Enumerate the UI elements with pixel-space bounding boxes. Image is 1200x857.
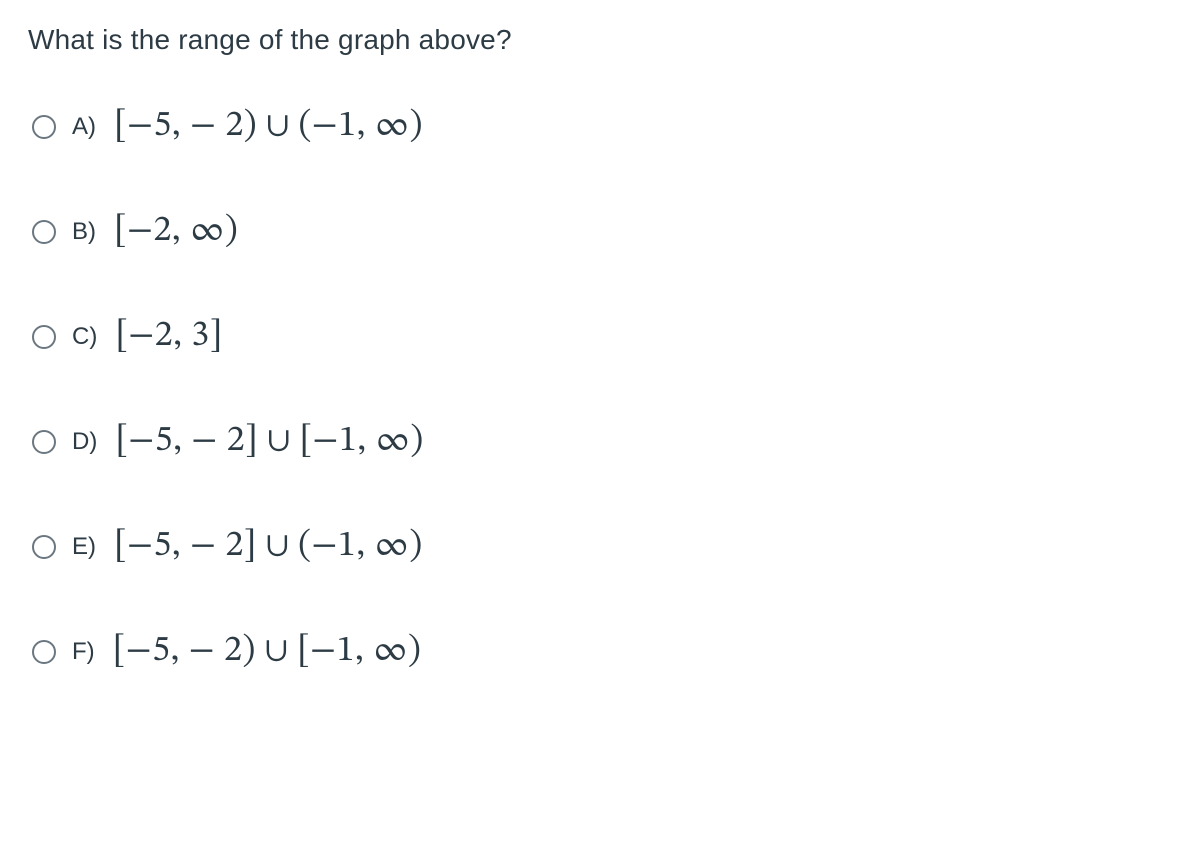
option-c[interactable]: C) [−2, 3] (32, 314, 1172, 359)
option-f[interactable]: F) [−5, − 2) ∪ [−1, ∞) (32, 629, 1172, 674)
option-letter: B) (72, 218, 96, 246)
option-letter: C) (72, 323, 97, 351)
radio-icon[interactable] (32, 535, 56, 559)
option-a[interactable]: A) [−5, − 2) ∪ (−1, ∞) (32, 104, 1172, 149)
option-math: [−2, 3] (115, 314, 222, 359)
option-letter: A) (72, 113, 96, 141)
option-letter: D) (72, 428, 97, 456)
option-d[interactable]: D) [−5, − 2] ∪ [−1, ∞) (32, 419, 1172, 464)
option-e[interactable]: E) [−5, − 2] ∪ (−1, ∞) (32, 524, 1172, 569)
options-list: A) [−5, − 2) ∪ (−1, ∞) B) [−2, ∞) C) [−2… (28, 104, 1172, 674)
option-math: [−5, − 2] ∪ [−1, ∞) (115, 419, 423, 464)
radio-icon[interactable] (32, 115, 56, 139)
option-letter: E) (72, 533, 96, 561)
option-b[interactable]: B) [−2, ∞) (32, 209, 1172, 254)
option-math: [−5, − 2] ∪ (−1, ∞) (114, 524, 423, 569)
option-math: [−5, − 2) ∪ [−1, ∞) (113, 629, 422, 674)
option-letter: F) (72, 638, 95, 666)
radio-icon[interactable] (32, 325, 56, 349)
option-math: [−5, − 2) ∪ (−1, ∞) (114, 104, 423, 149)
radio-icon[interactable] (32, 430, 56, 454)
question-text: What is the range of the graph above? (28, 24, 1172, 56)
option-math: [−2, ∞) (114, 209, 238, 254)
radio-icon[interactable] (32, 640, 56, 664)
radio-icon[interactable] (32, 220, 56, 244)
